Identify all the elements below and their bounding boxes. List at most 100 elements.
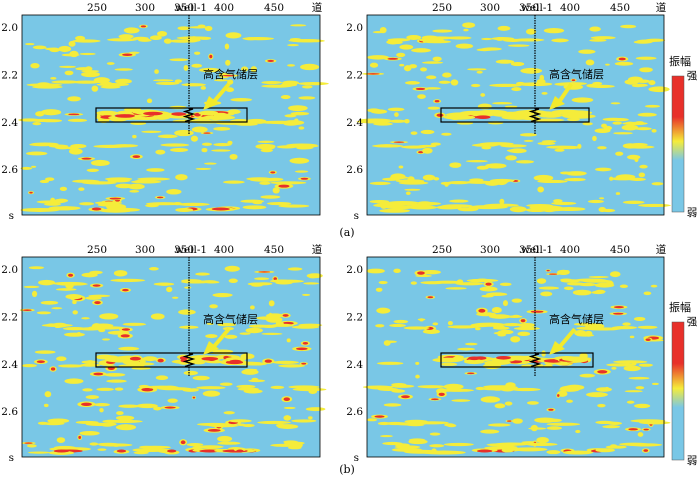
- low-amplitude-patch: [153, 79, 174, 82]
- low-amplitude-patch: [404, 81, 420, 85]
- high-amplitude-patch: [180, 440, 186, 445]
- reservoir-event: [154, 115, 169, 120]
- low-amplitude-patch: [387, 107, 405, 112]
- reflection-band-segment: [36, 200, 66, 204]
- low-amplitude-patch: [463, 28, 469, 32]
- low-amplitude-patch: [504, 401, 513, 406]
- low-amplitude-patch: [638, 172, 646, 178]
- low-amplitude-patch: [228, 278, 238, 283]
- low-amplitude-patch: [566, 399, 573, 403]
- low-amplitude-patch: [624, 79, 639, 85]
- reservoir-event: [95, 354, 114, 360]
- low-amplitude-patch: [565, 171, 587, 176]
- low-amplitude-patch: [540, 291, 553, 297]
- low-amplitude-patch: [621, 124, 639, 131]
- low-amplitude-patch: [113, 270, 128, 277]
- low-amplitude-patch: [68, 148, 83, 155]
- reflection-band-segment: [242, 36, 274, 41]
- low-amplitude-patch: [429, 432, 441, 436]
- low-amplitude-patch: [171, 296, 179, 299]
- low-amplitude-patch: [601, 208, 616, 213]
- low-amplitude-patch: [476, 70, 483, 74]
- high-amplitude-patch: [618, 57, 626, 61]
- high-amplitude-patch: [121, 328, 131, 331]
- low-amplitude-patch: [427, 106, 440, 110]
- low-amplitude-patch: [504, 105, 518, 108]
- reflection-band-segment: [418, 202, 441, 206]
- low-amplitude-patch: [432, 322, 439, 326]
- low-amplitude-patch: [415, 374, 420, 379]
- low-amplitude-patch: [425, 75, 437, 80]
- low-amplitude-patch: [394, 112, 399, 117]
- low-amplitude-patch: [384, 340, 397, 344]
- low-amplitude-patch: [408, 439, 428, 445]
- low-amplitude-patch: [306, 273, 323, 279]
- low-amplitude-patch: [451, 399, 471, 402]
- low-amplitude-patch: [206, 322, 214, 325]
- low-amplitude-patch: [479, 286, 498, 292]
- low-amplitude-patch: [212, 293, 233, 298]
- y-tick-label: 2.2: [1, 69, 18, 81]
- reflection-band-segment: [110, 278, 146, 282]
- low-amplitude-patch: [579, 373, 596, 378]
- high-amplitude-patch: [264, 359, 272, 363]
- reflection-band-segment: [631, 84, 644, 88]
- low-amplitude-patch: [380, 435, 393, 438]
- reflection-band-segment: [378, 280, 388, 285]
- reflection-band-segment: [438, 80, 451, 84]
- reservoir-event: [551, 109, 582, 115]
- colorbar-scale: [671, 75, 685, 213]
- reflection-band-segment: [369, 199, 389, 204]
- reflection-band-segment: [278, 364, 305, 368]
- high-amplitude-patch: [546, 269, 550, 272]
- low-amplitude-patch: [305, 407, 326, 412]
- low-amplitude-patch: [101, 338, 111, 341]
- x-tick-label: 350: [174, 244, 194, 256]
- low-amplitude-patch: [85, 395, 100, 400]
- low-amplitude-patch: [432, 29, 453, 33]
- reflection-band-segment: [296, 146, 309, 150]
- x-tick-label: 400: [214, 244, 234, 256]
- x-tick-label: 300: [135, 244, 155, 256]
- reflection-band-segment: [44, 202, 61, 206]
- high-amplitude-patch: [485, 282, 492, 286]
- panel-frame: [366, 256, 665, 458]
- low-amplitude-patch: [298, 126, 305, 130]
- reflection-band-segment: [41, 323, 73, 328]
- low-amplitude-patch: [393, 319, 409, 324]
- reflection-band-segment: [588, 84, 615, 88]
- high-amplitude-patch: [164, 406, 176, 409]
- reflection-band-segment: [440, 181, 452, 186]
- reflection-band-segment: [177, 202, 210, 206]
- high-amplitude-patch: [156, 196, 164, 199]
- low-amplitude-patch: [410, 281, 417, 285]
- low-amplitude-patch: [417, 94, 426, 99]
- low-amplitude-patch: [28, 451, 50, 454]
- x-axis-unit: 道: [312, 243, 323, 256]
- low-amplitude-patch: [68, 40, 76, 47]
- low-amplitude-patch: [375, 287, 383, 292]
- low-amplitude-patch: [404, 188, 421, 191]
- low-amplitude-patch: [422, 61, 444, 64]
- reflection-band-segment: [468, 279, 485, 283]
- well-log-curve: [182, 108, 196, 123]
- low-amplitude-patch: [623, 365, 641, 372]
- low-amplitude-patch: [224, 43, 230, 50]
- low-amplitude-patch: [128, 51, 140, 54]
- reflection-band-segment: [78, 327, 103, 331]
- reflection-band-segment: [382, 177, 401, 181]
- low-amplitude-patch: [491, 307, 502, 314]
- deep-reflector: [436, 205, 462, 210]
- low-amplitude-patch: [572, 289, 592, 296]
- low-amplitude-patch: [298, 96, 316, 100]
- low-amplitude-patch: [366, 268, 385, 274]
- reflection-band-segment: [566, 117, 580, 122]
- reflection-band-segment: [259, 181, 271, 185]
- low-amplitude-patch: [250, 66, 257, 73]
- reflection-band-segment: [267, 120, 296, 125]
- reflection-band-segment: [66, 146, 79, 150]
- low-amplitude-patch: [79, 430, 100, 436]
- low-amplitude-patch: [118, 346, 140, 351]
- low-amplitude-patch: [227, 79, 234, 85]
- low-amplitude-patch: [131, 366, 151, 370]
